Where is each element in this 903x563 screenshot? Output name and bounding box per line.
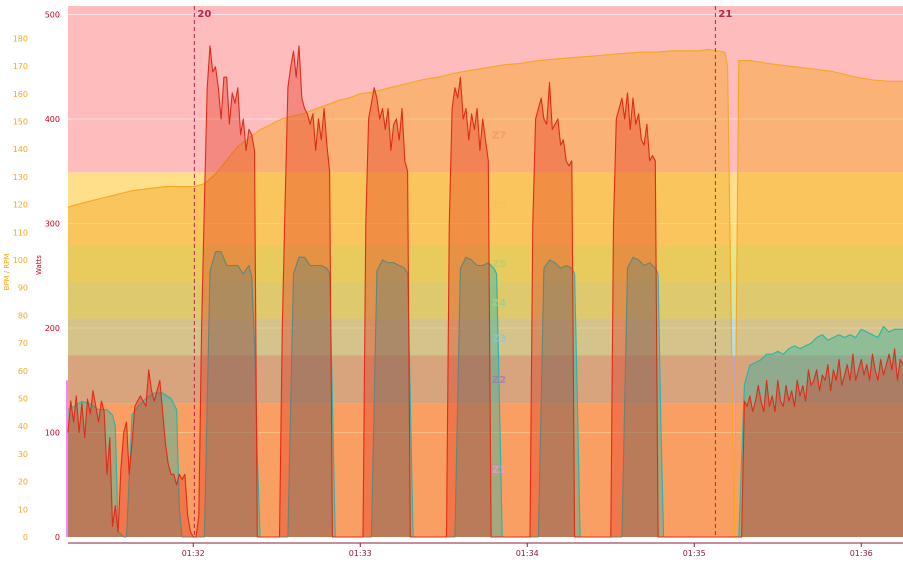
y-tick-watts: 0 [55,533,60,542]
zone-label-z4: Z4 [492,298,506,309]
cadence-line [67,251,903,538]
lap-markers: 20 21 [193,6,732,537]
zone-band-z6 [68,172,903,246]
y-tick-watts: 200 [45,324,60,333]
y-tick-bpm-rpm: 160 [13,90,28,99]
heart-rate-line [67,48,903,538]
grid-lines [68,14,903,433]
zone-band-z3 [68,318,903,356]
y-tick-bpm-rpm: 0 [23,533,28,542]
y-tick-watts: 400 [45,115,60,124]
y-tick-bpm-rpm: 180 [13,34,28,43]
zone-band-z4 [68,282,903,319]
x-tick-label: 01:33 [349,549,372,558]
y-tick-bpm-rpm: 170 [13,62,28,71]
y-axis-watts-ticks: 0 100 200 300 400 500 [45,11,60,543]
lap-marker-label: 20 [197,9,211,20]
y-tick-bpm-rpm: 140 [13,145,28,154]
y-tick-bpm-rpm: 40 [18,422,28,431]
power-line [67,45,903,538]
zone-label-z2: Z2 [492,375,506,386]
y-tick-watts: 500 [45,11,60,20]
y-tick-bpm-rpm: 90 [18,284,28,293]
y-tick-bpm-rpm: 20 [18,478,28,487]
x-tick-label: 01:36 [850,549,873,558]
x-tick-label: 01:32 [182,549,205,558]
y-tick-bpm-rpm: 150 [13,117,28,126]
y-tick-bpm-rpm: 70 [18,339,28,348]
y-tick-bpm-rpm: 120 [13,201,28,210]
y-tick-bpm-rpm: 100 [13,256,28,265]
zone-label-z5: Z5 [492,259,506,270]
lap-marker-label: 21 [718,9,732,20]
y-tick-watts: 100 [45,429,60,438]
y-tick-bpm-rpm: 10 [18,505,28,514]
zone-labels: Z1 Z2 Z3 Z4 Z5 Z6 Z7 [492,131,506,476]
zone-label-z3: Z3 [492,333,506,344]
power-area [68,45,903,538]
zone-label-z6: Z6 [492,201,506,212]
x-axis-ticks: 01:32 01:33 01:34 01:35 01:36 [182,543,873,558]
cadence-area [68,251,903,537]
y-tick-bpm-rpm: 80 [18,311,28,320]
zone-label-z1: Z1 [492,465,506,476]
y-tick-bpm-rpm: 130 [13,173,28,182]
x-tick-label: 01:35 [683,549,706,558]
y-axis-bpm-rpm-label: BPM / RPM [3,254,11,291]
y-axis-watts-label: Watts [35,255,43,275]
x-tick-label: 01:34 [516,549,539,558]
heart-rate-area [68,49,903,538]
y-tick-bpm-rpm: 110 [13,228,28,237]
series-group [67,45,903,538]
y-axis-bpm-rpm-ticks: 0 10 20 30 40 50 60 70 80 90 100 110 120 130 140 150 160… [13,34,28,542]
zone-label-z7: Z7 [492,131,506,142]
y-tick-bpm-rpm: 50 [18,394,28,403]
y-tick-watts: 300 [45,220,60,229]
y-tick-bpm-rpm: 30 [18,450,28,459]
y-tick-bpm-rpm: 60 [18,367,28,376]
zone-edge-strip [66,380,69,537]
